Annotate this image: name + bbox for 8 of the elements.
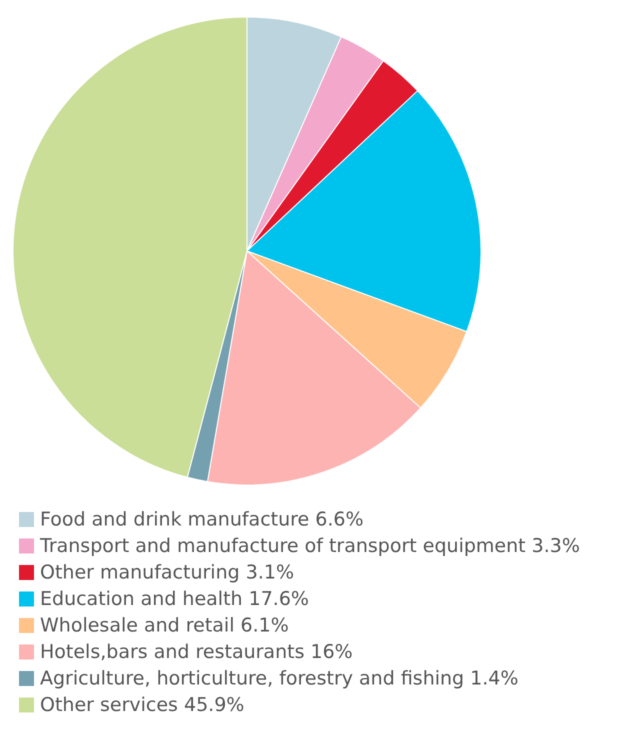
legend-label: Hotels,bars and restaurants 16%	[40, 641, 353, 663]
legend-label: Agriculture, horticulture, forestry and fishing 1.4%	[40, 668, 518, 690]
legend-label: Transport and manufacture of transport equipment 3.3%	[39, 535, 580, 557]
legend-label: Other manufacturing 3.1%	[40, 562, 294, 584]
legend-label: Other services 45.9%	[40, 694, 244, 716]
legend-label: Education and health 17.6%	[40, 588, 309, 610]
legend-label: Wholesale and retail 6.1%	[40, 614, 289, 636]
legend-label: Food and drink manufacture 6.6%	[40, 508, 364, 530]
